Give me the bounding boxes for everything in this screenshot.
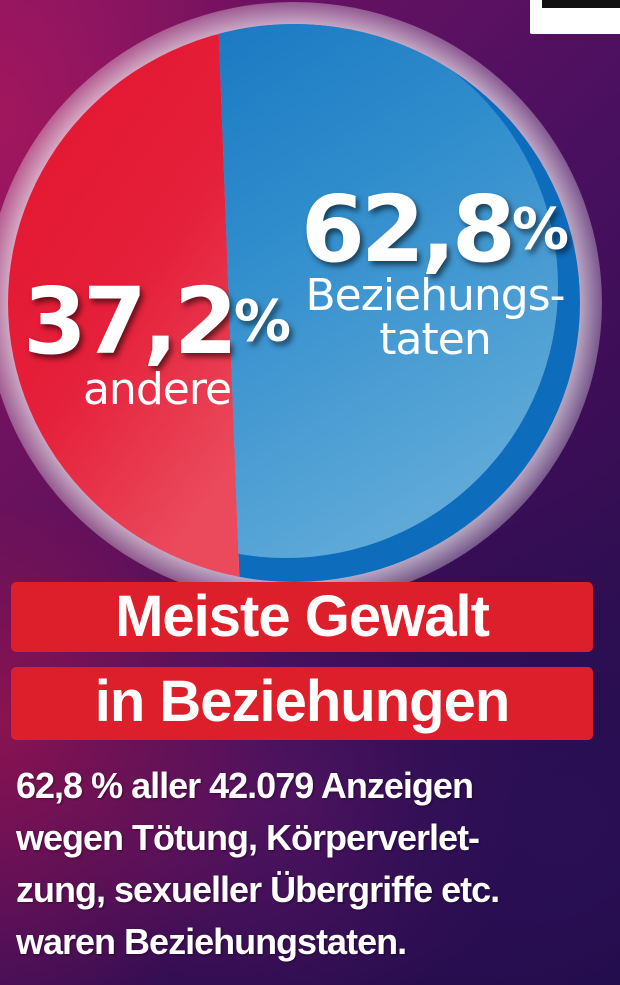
description: 62,8 % aller 42.079 Anzeigen wegen Tötun…	[16, 760, 606, 968]
category-beziehungstaten-line1: Beziehungs-	[305, 270, 565, 321]
pie-chart: 62,8% Beziehungs- taten 37,2% andere	[0, 2, 602, 604]
description-line: zung, sexueller Übergriffe etc.	[16, 869, 500, 910]
corner-logo-mark	[530, 0, 620, 34]
headline-text-1: Meiste Gewalt	[115, 584, 490, 649]
percent-sign: %	[511, 196, 570, 263]
value-andere: 37,2%	[22, 276, 292, 368]
value-number: 62,8	[300, 176, 516, 283]
label-andere: 37,2% andere	[22, 276, 292, 412]
label-beziehungstaten: 62,8% Beziehungs- taten	[290, 184, 580, 362]
headline-text-2: in Beziehungen	[94, 669, 511, 734]
value-number: 37,2	[22, 268, 238, 375]
description-line: waren Beziehungstaten.	[16, 921, 407, 962]
percent-sign: %	[233, 288, 292, 355]
pie-svg	[8, 24, 580, 582]
headline-line1: Meiste Gewalt	[11, 582, 593, 652]
pie-slice-andere	[8, 24, 240, 582]
category-beziehungstaten-line2: taten	[379, 314, 491, 365]
description-line: 62,8 % aller 42.079 Anzeigen	[16, 765, 474, 806]
value-beziehungstaten: 62,8%	[290, 184, 580, 276]
headline-line2: in Beziehungen	[11, 667, 593, 740]
description-line: wegen Tötung, Körperverlet-	[16, 817, 480, 858]
category-andere: andere	[82, 364, 232, 415]
